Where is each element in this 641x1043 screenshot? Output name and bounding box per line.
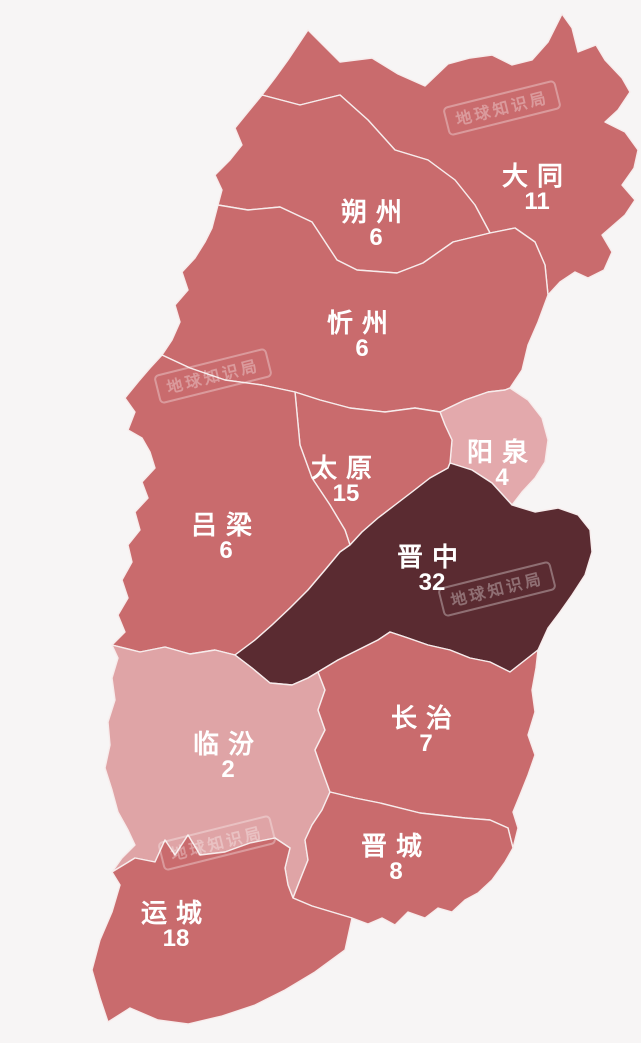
- region-value-label-jinzhong: 32: [419, 569, 446, 596]
- region-value-label-yangquan: 4: [495, 464, 509, 491]
- region-value-label-datong: 11: [524, 188, 549, 215]
- watermark-border: [443, 80, 561, 136]
- region-name-label-lvliang: 吕梁: [191, 510, 261, 540]
- region-changzhi: [314, 631, 539, 849]
- region-name-label-jinzhong: 晋中: [397, 542, 467, 572]
- region-value-label-changzhi: 7: [419, 730, 432, 757]
- region-yuncheng: [91, 834, 353, 1025]
- region-name-label-datong: 大同: [502, 161, 572, 191]
- region-value-label-jincheng: 8: [389, 858, 402, 885]
- region-name-label-yangquan: 阳泉: [467, 437, 537, 467]
- region-name-label-jincheng: 晋城: [361, 831, 431, 861]
- watermark-border: [438, 561, 556, 617]
- watermark-border: [154, 348, 272, 404]
- region-name-label-yuncheng: 运城: [141, 898, 211, 928]
- region-name-label-xinzhou: 忻州: [327, 308, 397, 338]
- watermark-border: [158, 815, 276, 871]
- region-value-label-linfen: 2: [221, 756, 234, 783]
- region-value-label-xinzhou: 6: [355, 335, 368, 362]
- region-name-label-changzhi: 长治: [391, 703, 461, 733]
- region-value-label-yuncheng: 18: [163, 925, 190, 952]
- region-jincheng: [292, 791, 514, 926]
- region-name-label-taiyuan: 太原: [311, 453, 381, 483]
- region-value-label-taiyuan: 15: [333, 480, 360, 507]
- region-shapes-layer: [91, 13, 639, 1025]
- region-name-label-shuozhou: 朔州: [341, 197, 411, 227]
- region-value-label-lvliang: 6: [219, 537, 232, 564]
- region-value-label-shuozhou: 6: [369, 224, 382, 251]
- region-name-label-linfen: 临汾: [193, 729, 263, 759]
